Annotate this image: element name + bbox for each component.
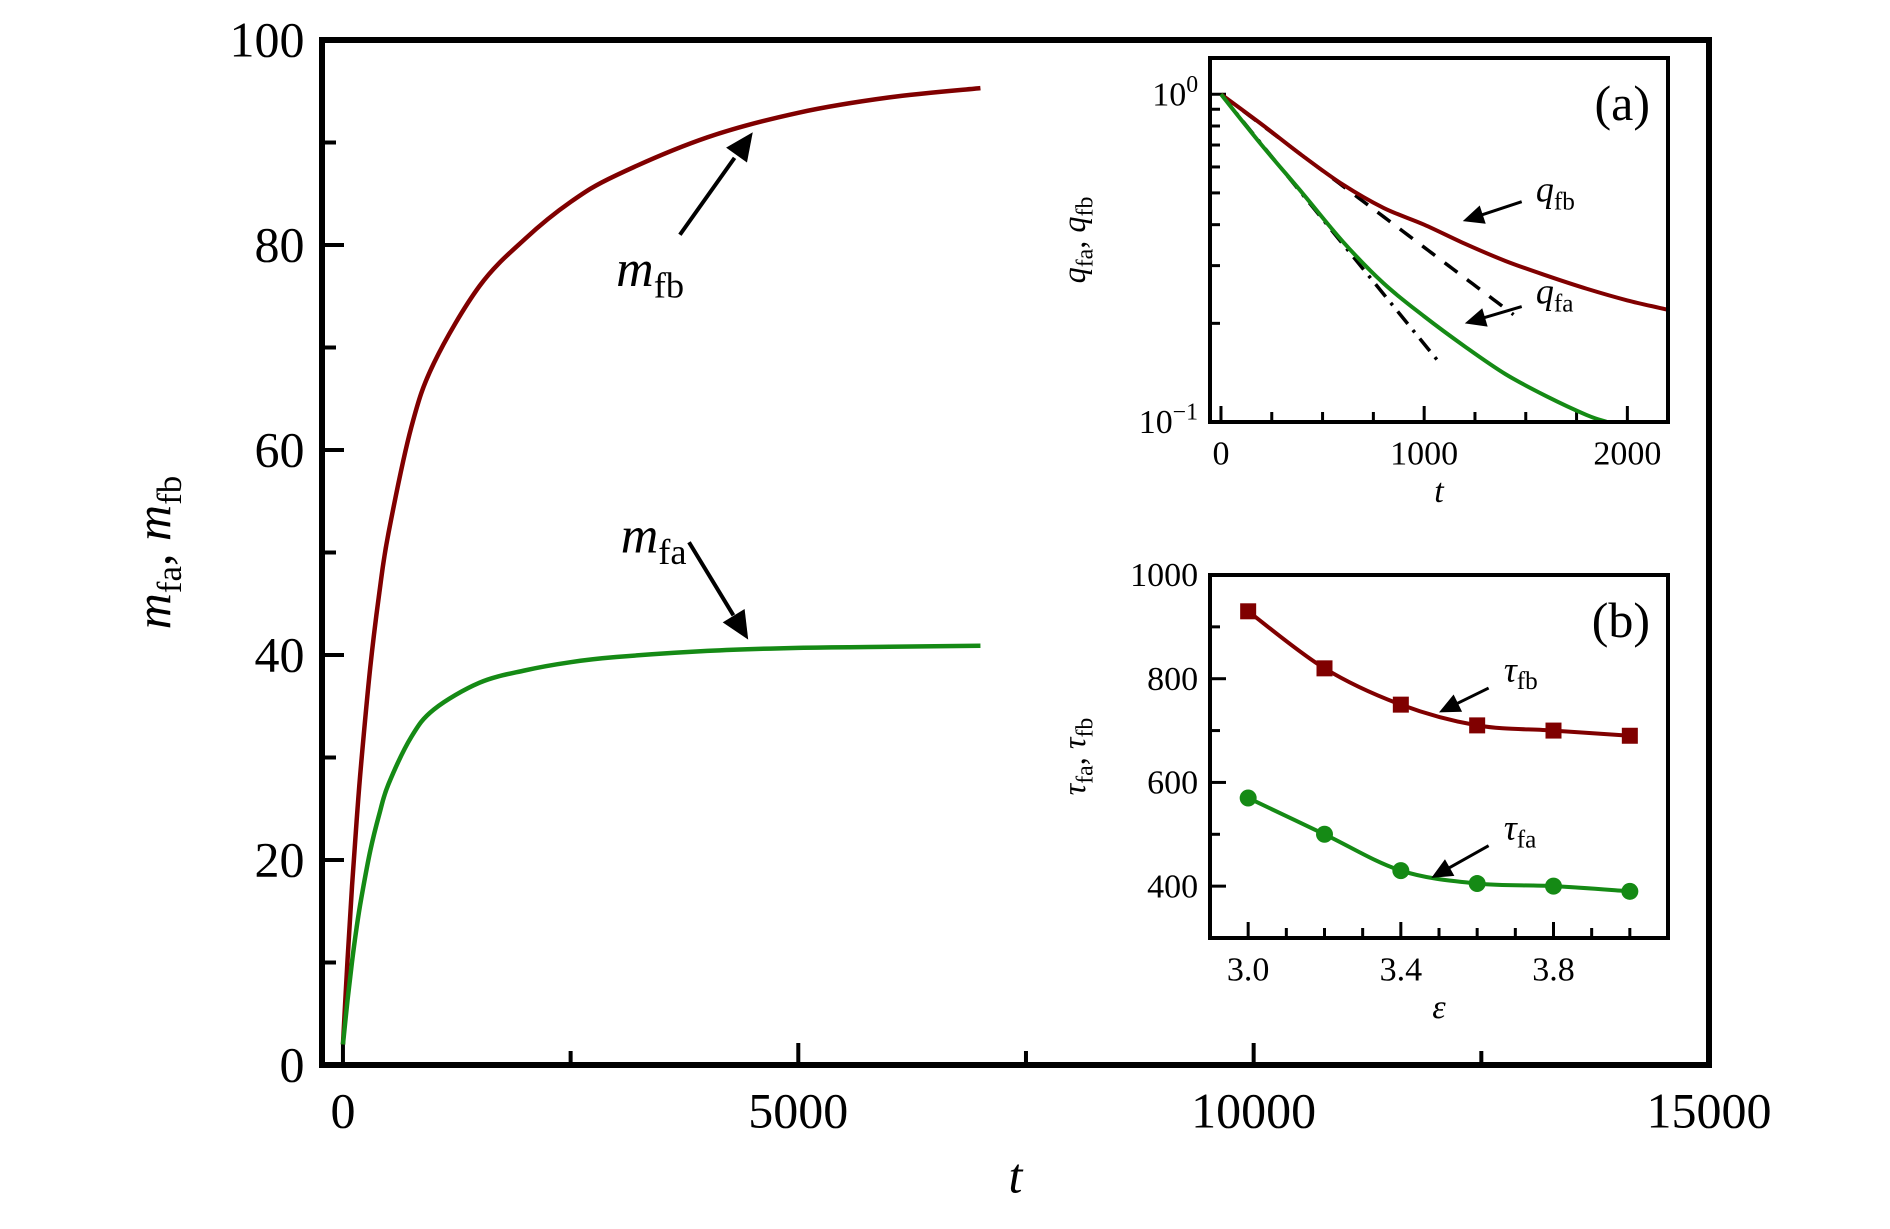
arrow-head-icon (1439, 694, 1463, 713)
y-axis-label: τfa​, τfb​ (1056, 718, 1098, 796)
x-tick-label: 3.0 (1227, 952, 1270, 989)
x-tick-label: 3.4 (1380, 952, 1423, 989)
y-tick-label: 10−1 (1139, 400, 1198, 442)
arrow-head-icon (1431, 859, 1455, 878)
annotation-arrow-shaft (1477, 200, 1523, 218)
annotation-arrow-shaft (1478, 305, 1523, 321)
data-point-circle (1392, 862, 1410, 880)
arrow-head-icon (722, 609, 749, 640)
annotation-label: qfa​ (1536, 271, 1574, 317)
plot-area (340, 85, 981, 1045)
arrow-head-icon (726, 132, 753, 163)
data-point-circle (1239, 789, 1257, 807)
y-tick-label: 40 (255, 627, 305, 683)
data-point-circle (1316, 825, 1333, 843)
plot-area (1219, 92, 1668, 422)
series-line-mfa (340, 643, 981, 1045)
y-tick-label: 100 (1152, 72, 1198, 114)
x-tick-label: 5000 (748, 1083, 848, 1139)
series-line-qfb (1219, 92, 1668, 312)
x-axis-label: t (1009, 1148, 1024, 1204)
fit-line-dashdot (1219, 93, 1442, 366)
x-tick-label: 0 (1212, 436, 1229, 473)
series-line-mfb (340, 85, 981, 1045)
y-tick-label: 1000 (1130, 557, 1198, 594)
panel-label: (a) (1595, 75, 1651, 131)
x-axis-label: t (1434, 473, 1445, 510)
data-point-square (1392, 696, 1409, 713)
data-point-square (1621, 727, 1638, 744)
axes-frame (1208, 573, 1670, 940)
y-tick-label: 60 (255, 422, 305, 478)
data-point-square (1469, 717, 1486, 734)
series-line-qfa (1219, 92, 1608, 422)
x-tick-label: 10000 (1191, 1083, 1316, 1139)
x-tick-label: 0 (330, 1083, 355, 1139)
annotation-arrow-shaft (678, 156, 737, 236)
annotation-label: τfb​ (1504, 649, 1538, 695)
data-point-square (1240, 603, 1257, 620)
data-point-square (1316, 660, 1333, 677)
y-tick-label: 80 (255, 217, 305, 273)
y-axis-label: mfa​, mfb​ (125, 476, 189, 630)
arrow-head-icon (1462, 205, 1486, 224)
panel-label: (b) (1592, 592, 1650, 648)
y-tick-label: 600 (1147, 765, 1198, 802)
data-point-circle (1468, 875, 1486, 893)
annotation-arrow-shaft (1444, 844, 1490, 872)
y-axis-label: qfa​, qfb​ (1056, 197, 1098, 284)
y-tick-label: 400 (1147, 868, 1198, 905)
annotation-label: qfb​ (1536, 170, 1575, 216)
x-axis-label: ε (1432, 989, 1446, 1026)
x-tick-label: 3.8 (1532, 952, 1575, 989)
axes-frame (1208, 56, 1670, 424)
arrow-head-icon (1464, 308, 1488, 327)
x-tick-label: 2000 (1593, 436, 1661, 473)
data-point-circle (1545, 877, 1562, 895)
axes-frame (319, 37, 1712, 1068)
plot-background (1210, 58, 1668, 422)
y-tick-label: 800 (1147, 661, 1198, 698)
x-tick-label: 15000 (1647, 1083, 1772, 1139)
data-point-circle (1621, 882, 1639, 900)
annotation-arrow-shaft (687, 541, 736, 617)
y-tick-label: 100 (230, 12, 305, 68)
x-tick-label: 1000 (1390, 436, 1458, 473)
annotation-label: τfa​ (1504, 807, 1536, 853)
inset-b-plot: 3.0 3.4 3.8 400 600 800 1000 ε τfa​, τfb​ (b) τfb​… (1056, 557, 1670, 1026)
annotation-label: mfb​ (616, 241, 684, 305)
annotation-label: mfa​ (621, 508, 687, 572)
y-tick-label: 0 (280, 1037, 305, 1093)
data-point-square (1545, 722, 1562, 739)
inset-a-plot: 0 1000 2000 10−1 100 t qfa​, qfb​ (a) qfb​ qfa​ (1056, 56, 1670, 510)
y-tick-label: 20 (255, 832, 305, 888)
